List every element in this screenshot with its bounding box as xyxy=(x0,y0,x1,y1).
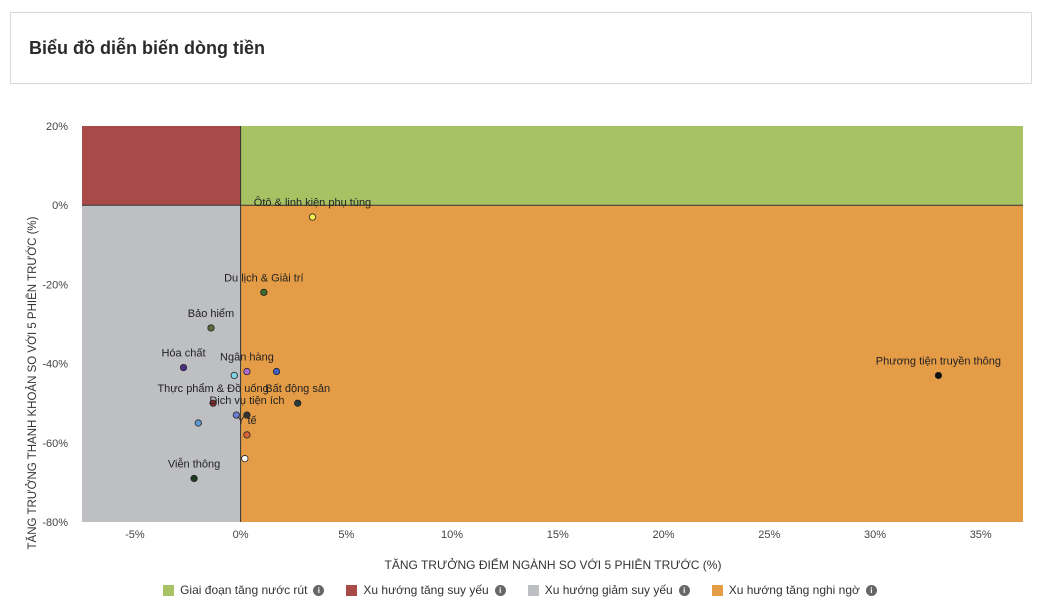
legend: Giai đoạn tăng nước rút i Xu hướng tăng su… xyxy=(0,582,1040,598)
x-tick-label: 30% xyxy=(864,529,886,541)
info-icon[interactable]: i xyxy=(313,584,325,596)
x-tick-label: -5% xyxy=(125,529,145,541)
legend-label: Giai đoạn tăng nước rút xyxy=(180,583,308,597)
data-point-label: Hóa chất xyxy=(161,348,205,360)
legend-swatch xyxy=(163,584,175,596)
data-point[interactable] xyxy=(241,455,249,463)
data-point[interactable] xyxy=(243,367,251,376)
y-axis-label: TĂNG TRƯỞNG THANH KHOẢN SO VỚI 5 PHIÊN T… xyxy=(26,216,39,549)
quadrant-top-left xyxy=(82,126,241,206)
data-point[interactable] xyxy=(308,213,317,221)
x-tick-label: 15% xyxy=(547,529,569,541)
x-tick-label: 25% xyxy=(758,529,780,541)
data-point-label: Dịch vụ tiện ích xyxy=(209,395,284,407)
legend-label: Xu hướng tăng suy yếu xyxy=(363,583,489,597)
legend-swatch xyxy=(711,584,723,596)
data-point[interactable] xyxy=(232,411,240,419)
data-point-label: Ôtô & linh kiện phụ tùng xyxy=(254,196,371,209)
legend-item[interactable]: Xu hướng giảm suy yếu i xyxy=(527,582,690,598)
data-point[interactable] xyxy=(934,371,943,380)
scatter-chart: -5% 0% 5% 10% 15% 20% 25% 30% 35% 20% 0% -20% -40% -6… xyxy=(26,121,1023,572)
data-point[interactable] xyxy=(194,419,202,427)
y-tick-label: -60% xyxy=(42,438,68,450)
data-point-label: Ngân hàng xyxy=(220,352,274,364)
data-point-label: Thực phẩm & Đồ uống xyxy=(157,383,268,395)
legend-swatch xyxy=(346,584,358,596)
x-axis-label: TĂNG TRƯỞNG ĐIỂM NGÀNH SO VỚI 5 PHIÊN TR… xyxy=(385,557,722,572)
chart-container: -5% 0% 5% 10% 15% 20% 25% 30% 35% 20% 0% -20% -40% -6… xyxy=(0,95,1040,602)
data-point[interactable] xyxy=(230,371,238,380)
data-point-label: Bất động sản xyxy=(265,383,330,395)
data-point[interactable] xyxy=(207,324,215,332)
legend-label: Xu hướng giảm suy yếu xyxy=(544,583,673,597)
axis-layer: -5% 0% 5% 10% 15% 20% 25% 30% 35% 20% 0% -20% -40% -6… xyxy=(42,121,1023,541)
data-point[interactable] xyxy=(260,288,268,296)
legend-item[interactable]: Xu hướng tăng suy yếu i xyxy=(346,582,506,598)
x-tick-label: 20% xyxy=(653,529,675,541)
info-icon[interactable]: i xyxy=(865,584,877,596)
info-icon[interactable]: i xyxy=(678,584,690,596)
legend-swatch xyxy=(527,584,539,596)
data-point-label: Viễn thông xyxy=(168,457,220,470)
data-point[interactable] xyxy=(190,474,198,483)
data-point[interactable] xyxy=(272,367,281,376)
data-point-label: Phương tiện truyền thông xyxy=(876,355,1001,367)
y-tick-label: 0% xyxy=(52,200,68,212)
data-point[interactable] xyxy=(209,399,217,407)
data-point[interactable] xyxy=(243,431,251,439)
data-point-label: Bảo hiểm xyxy=(188,308,234,320)
quadrant-bottom-right xyxy=(240,205,1023,522)
info-icon[interactable]: i xyxy=(494,584,506,596)
data-point[interactable] xyxy=(243,411,251,419)
page-title: Biểu đồ diễn biến dòng tiền xyxy=(29,38,265,58)
y-tick-label: -40% xyxy=(42,359,68,371)
point-layer: Ôtô & linh kiện phụ tùng Du lịch & Giải t… xyxy=(157,196,1001,483)
y-tick-label: -80% xyxy=(42,517,68,529)
legend-item[interactable]: Giai đoạn tăng nước rút i xyxy=(163,582,325,598)
x-tick-label: 0% xyxy=(233,529,249,541)
legend-item[interactable]: Xu hướng tăng nghi ngờ i xyxy=(711,582,877,598)
quadrant-layer xyxy=(82,126,1023,522)
data-point[interactable] xyxy=(294,399,302,407)
x-tick-label: 10% xyxy=(441,529,463,541)
x-tick-label: 5% xyxy=(338,529,354,541)
quadrant-bottom-left xyxy=(82,205,241,522)
data-point-label: Du lịch & Giải trí xyxy=(224,272,303,284)
legend-label: Xu hướng tăng nghi ngờ xyxy=(728,583,860,597)
x-tick-label: 35% xyxy=(970,529,992,541)
chart-title-card: Biểu đồ diễn biến dòng tiền xyxy=(10,12,1032,84)
quadrant-top-right xyxy=(240,126,1023,206)
y-tick-label: 20% xyxy=(46,121,68,133)
y-tick-label: -20% xyxy=(42,279,68,291)
data-point-label: Y tế xyxy=(237,415,256,427)
data-point[interactable] xyxy=(179,363,188,372)
